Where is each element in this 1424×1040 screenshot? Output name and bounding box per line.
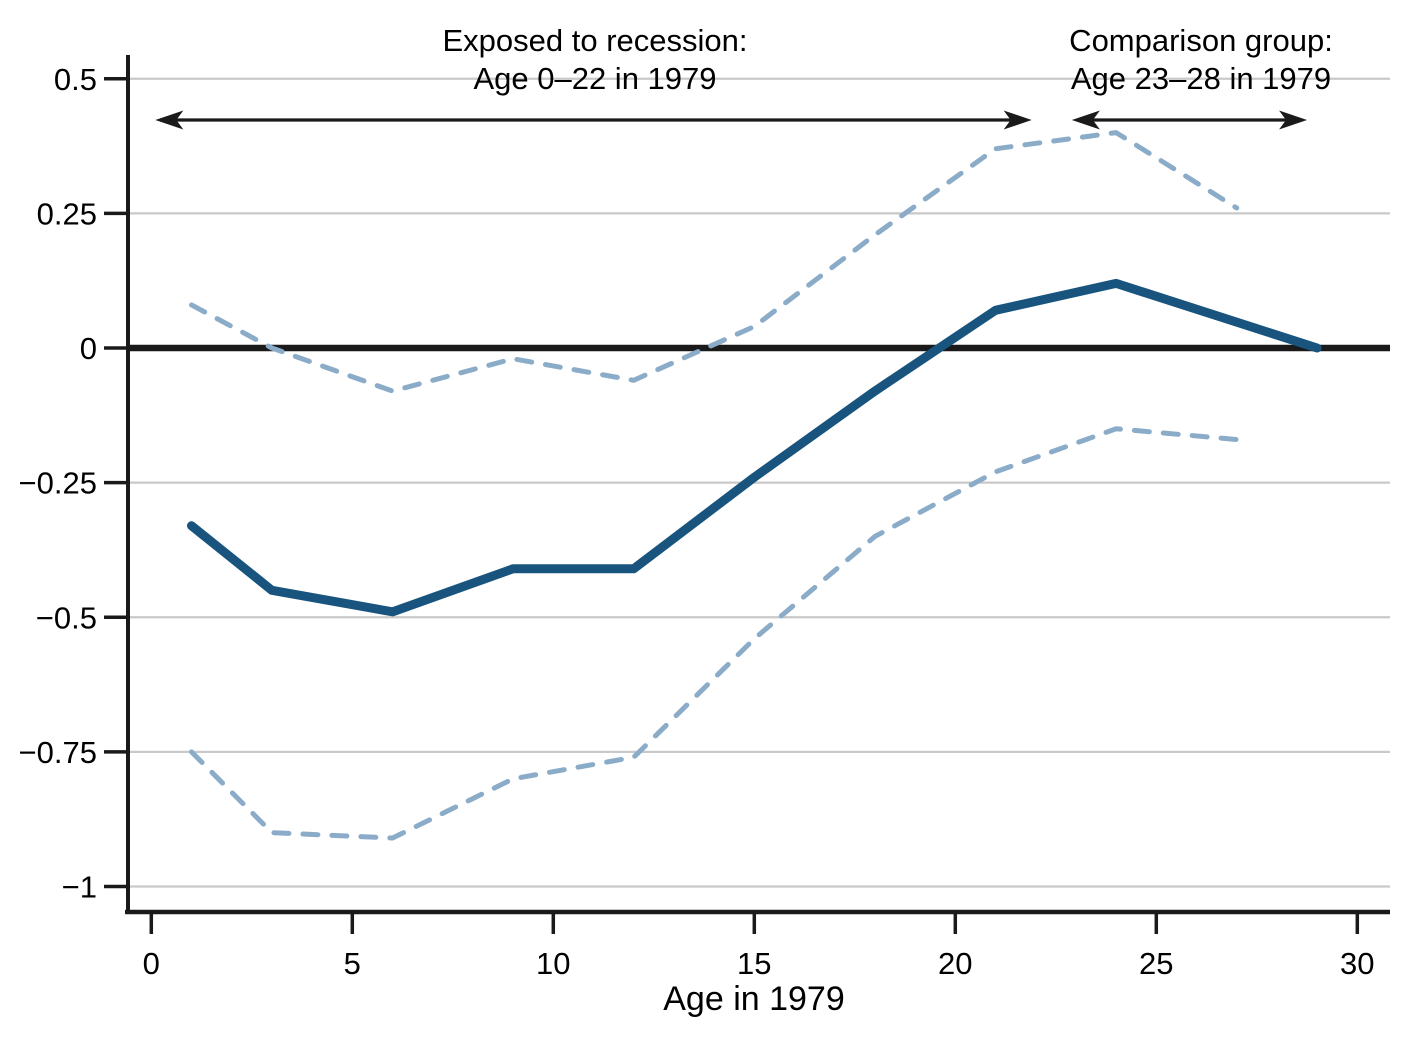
annotation-comparison-line1: Comparison group: [1069, 23, 1333, 58]
annotation-exposed-group: Exposed to recession: Age 0–22 in 1979 [442, 22, 747, 98]
annotation-exposed-line1: Exposed to recession: [442, 23, 748, 58]
x-tick-label: 10 [536, 946, 570, 981]
axes-group: 0.5 0.25 0 −0.25 −0.5 −0.75 −1 0 5 10 15 20 25 30 [19, 55, 1390, 981]
annotation-exposed-line2: Age 0–22 in 1979 [473, 61, 717, 96]
y-tick-label: −0.75 [19, 735, 97, 770]
point-estimate-line [187, 278, 1322, 617]
arrowhead-right-icon [1279, 110, 1308, 130]
x-tick-label: 30 [1340, 946, 1374, 981]
y-tick-label: −1 [62, 870, 97, 905]
ci-upper-line [189, 130, 1240, 394]
arrowhead-right-icon [1003, 110, 1032, 130]
arrowhead-left-icon [1071, 110, 1100, 130]
x-tick-label: 5 [344, 946, 361, 981]
x-tick-label: 25 [1139, 946, 1173, 981]
x-tick-label: 15 [737, 946, 771, 981]
y-tick-label: 0.25 [37, 196, 97, 231]
annotation-comparison-line2: Age 23–28 in 1979 [1070, 61, 1332, 96]
x-axis-title: Age in 1979 [663, 980, 845, 1018]
annotation-arrows-group [155, 110, 1308, 130]
y-tick-label: 0.5 [54, 62, 97, 97]
gridlines-group [128, 77, 1390, 888]
y-tick-label: −0.25 [19, 466, 97, 501]
x-tick-label: 0 [143, 946, 160, 981]
arrowhead-left-icon [155, 110, 184, 130]
x-tick-label: 20 [938, 946, 972, 981]
y-tick-label: −0.5 [36, 600, 97, 635]
series-group [187, 130, 1322, 841]
ci-lower-line [189, 426, 1240, 841]
annotation-comparison-group: Comparison group: Age 23–28 in 1979 [1069, 22, 1333, 98]
y-tick-label: 0 [80, 331, 97, 366]
